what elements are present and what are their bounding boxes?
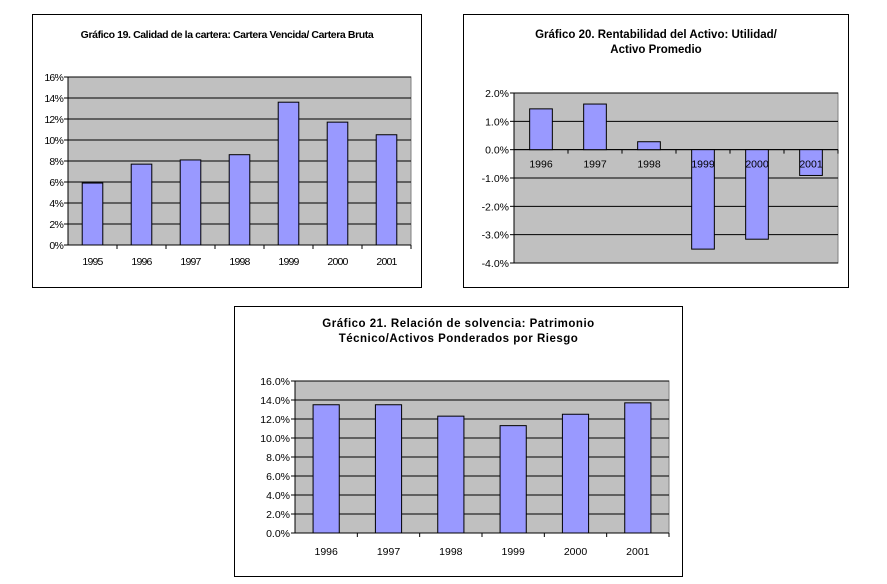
chart-20: Gráfico 20. Rentabilidad del Activo: Uti… — [463, 14, 849, 288]
x-tick-label: 1998 — [229, 256, 250, 268]
x-tick-label: 1997 — [377, 546, 401, 558]
x-tick-label: 1998 — [439, 546, 463, 558]
y-tick-label: 0% — [49, 240, 63, 252]
x-tick-label: 1997 — [583, 159, 607, 171]
bar-1999 — [691, 149, 715, 250]
chart-19-plot: 0% 2% 4% 6% 8% 10% 12% 14% 16% 1995 1996 1997 1998 19… — [44, 72, 412, 268]
bar-1996 — [130, 163, 153, 246]
chart-20-plot: -4.0% -3.0% -2.0% -1.0% 0.0% 1.0% 2.0% 1996 1997… — [482, 88, 839, 270]
y-tick-label: 2.0% — [266, 509, 290, 521]
x-tick-label: 1999 — [501, 546, 525, 558]
chart-21-plot: 0.0% 2.0% 4.0% 6.0% 8.0% 10.0% 12.0% 14.0% 16.0%… — [260, 376, 670, 558]
y-tick-label: 8% — [49, 156, 63, 168]
y-tick-label: 8.0% — [266, 452, 290, 464]
y-tick-label: 2.0% — [485, 88, 509, 100]
y-tick-label: 0.0% — [266, 528, 290, 540]
bar-2000 — [326, 121, 349, 246]
y-tick-label: -2.0% — [482, 201, 509, 213]
y-tick-label: 16% — [44, 72, 63, 84]
y-tick-label: 4.0% — [266, 490, 290, 502]
y-tick-label: 14% — [44, 93, 63, 105]
y-tick-label: 12.0% — [260, 414, 290, 426]
x-tick-label: 2001 — [626, 546, 650, 558]
x-tick-label: 2000 — [745, 159, 769, 171]
chart-19-title: Gráfico 19. Calidad de la cartera: Carte… — [80, 29, 374, 41]
bar-2001 — [624, 402, 652, 534]
x-tick-label: 1998 — [637, 159, 661, 171]
bar-1997 — [374, 404, 403, 534]
x-tick-label: 1999 — [691, 159, 715, 171]
y-tick-label: 1.0% — [485, 116, 509, 128]
bar-1996 — [312, 404, 340, 534]
x-tick-label: 2001 — [376, 256, 397, 268]
chart-19: Gráfico 19. Calidad de la cartera: Carte… — [32, 14, 422, 288]
bar-2001 — [375, 134, 398, 246]
x-tick-label: 1996 — [529, 159, 553, 171]
y-tick-label: 16.0% — [260, 376, 290, 388]
chart-20-title: Gráfico 20. Rentabilidad del Activo: Uti… — [535, 29, 777, 56]
y-tick-label: 4% — [49, 198, 63, 210]
bar-1998 — [228, 154, 251, 246]
bar-1998 — [637, 141, 661, 151]
y-tick-label: -1.0% — [482, 173, 509, 185]
bar-1995 — [81, 182, 104, 246]
x-tick-label: 2001 — [799, 159, 823, 171]
x-tick-label: 1995 — [82, 256, 103, 268]
x-tick-label: 1997 — [180, 256, 201, 268]
y-tick-label: 10% — [44, 135, 63, 147]
bar-1999 — [499, 425, 527, 534]
chart-21: Gráfico 21. Relación de solvencia: Patri… — [234, 306, 683, 577]
y-tick-label: 2% — [49, 219, 63, 231]
x-tick-label: 2000 — [564, 546, 588, 558]
bar-1997 — [179, 159, 202, 246]
chart-21-title: Gráfico 21. Relación de solvencia: Patri… — [322, 318, 595, 345]
y-tick-label: -4.0% — [482, 258, 509, 270]
bar-2000 — [561, 413, 590, 534]
y-tick-label: 0.0% — [485, 145, 509, 157]
y-tick-label: 6.0% — [266, 471, 290, 483]
y-tick-label: 12% — [44, 114, 63, 126]
y-tick-label: 6% — [49, 177, 63, 189]
y-tick-label: 10.0% — [260, 433, 290, 445]
bar-2001 — [799, 149, 823, 176]
x-tick-label: 1999 — [278, 256, 299, 268]
bar-2000 — [745, 149, 769, 240]
x-tick-label: 2000 — [327, 256, 348, 268]
x-tick-label: 1996 — [131, 256, 152, 268]
x-tick-label: 1996 — [314, 546, 338, 558]
y-tick-label: 14.0% — [260, 395, 290, 407]
bar-1996 — [529, 108, 553, 151]
bar-1999 — [277, 101, 300, 246]
bar-1998 — [437, 415, 465, 534]
bar-1997 — [583, 103, 607, 151]
y-tick-label: -3.0% — [482, 230, 509, 242]
